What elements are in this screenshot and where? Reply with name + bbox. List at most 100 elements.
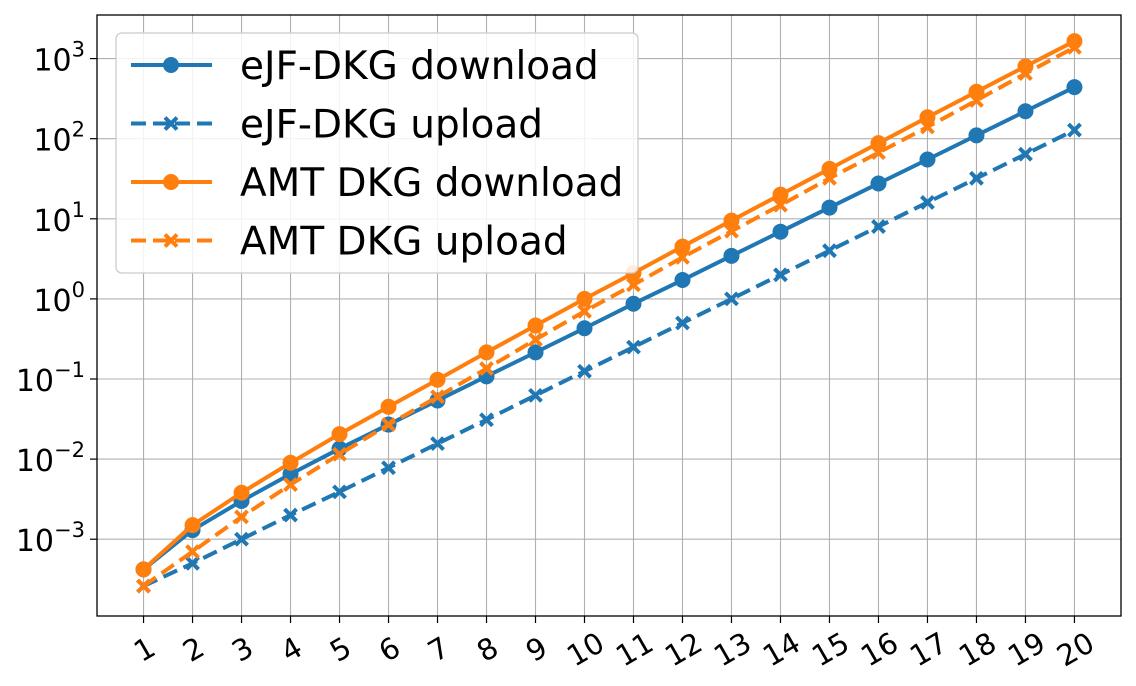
data-point xyxy=(283,477,298,493)
data-point xyxy=(380,398,397,415)
y-tick-label: 10−1 xyxy=(16,358,85,399)
y-tick-base: 10 xyxy=(16,524,54,559)
data-point xyxy=(1017,103,1034,120)
data-point xyxy=(675,315,690,331)
data-point xyxy=(136,578,151,594)
legend-marker xyxy=(163,57,179,73)
data-point xyxy=(184,517,201,534)
legend-item: eJF-DKG upload xyxy=(131,103,543,148)
data-point xyxy=(430,389,445,405)
data-point xyxy=(724,223,739,239)
data-point xyxy=(381,460,396,476)
data-point xyxy=(969,93,984,108)
legend-item: AMT DKG download xyxy=(131,161,623,206)
data-point xyxy=(723,212,740,229)
data-point xyxy=(185,555,200,571)
data-point xyxy=(528,332,543,348)
plot-frame xyxy=(96,14,1122,617)
legend-label: AMT DKG upload xyxy=(240,220,568,265)
data-point xyxy=(920,195,935,210)
y-tick-base: 10 xyxy=(33,284,71,319)
data-point xyxy=(871,219,886,234)
y-tick-base: 10 xyxy=(16,364,54,399)
data-point xyxy=(576,290,593,307)
series-amt-dkg-download xyxy=(135,33,1083,578)
y-tick-label: 10−2 xyxy=(16,438,85,479)
data-point xyxy=(723,247,740,264)
data-point xyxy=(430,436,445,452)
data-point xyxy=(1018,146,1033,162)
data-point xyxy=(821,199,838,216)
series-line xyxy=(142,85,1076,571)
y-tick-base: 10 xyxy=(33,44,71,79)
y-tick-label: 102 xyxy=(33,118,85,159)
legend-label: eJF-DKG upload xyxy=(240,103,543,148)
y-tick-base: 10 xyxy=(33,124,71,159)
data-point xyxy=(920,119,935,135)
data-point xyxy=(870,175,887,192)
y-tick-label: 101 xyxy=(33,198,85,239)
data-point xyxy=(331,426,348,443)
data-point xyxy=(772,223,789,240)
legend-label: AMT DKG download xyxy=(240,161,623,206)
y-tick-exponent: 1 xyxy=(72,198,85,222)
data-point xyxy=(234,509,249,525)
data-point xyxy=(1018,66,1033,81)
data-point xyxy=(675,249,690,265)
data-point xyxy=(1067,39,1082,55)
y-tick-label: 103 xyxy=(33,38,85,79)
legend: eJF-DKG download eJF-DKG upload AMT DKG do… xyxy=(115,32,639,274)
legend-marker xyxy=(163,233,179,248)
data-point xyxy=(773,267,788,283)
y-tick-base: 10 xyxy=(16,444,54,479)
data-point xyxy=(527,317,544,334)
data-point xyxy=(381,417,396,432)
data-point xyxy=(528,387,543,403)
data-point xyxy=(1066,79,1083,96)
data-point xyxy=(1067,122,1082,138)
legend-marker xyxy=(163,116,179,131)
y-tick-exponent: −1 xyxy=(54,358,85,382)
series-ejf-dkg-upload xyxy=(136,122,1082,594)
series-line xyxy=(142,45,1076,588)
data-point xyxy=(674,238,691,255)
data-point xyxy=(919,151,936,168)
y-tick-exponent: −2 xyxy=(54,438,85,462)
data-point xyxy=(185,544,200,560)
data-point xyxy=(969,170,984,186)
data-point xyxy=(576,320,593,337)
y-tick-exponent: 0 xyxy=(72,278,85,302)
data-point xyxy=(822,170,837,186)
data-point xyxy=(332,446,347,462)
data-point xyxy=(527,344,544,361)
data-point xyxy=(724,291,739,307)
data-point xyxy=(479,412,494,428)
y-tick-label: 100 xyxy=(33,278,85,319)
series-line xyxy=(142,128,1076,588)
data-point xyxy=(626,277,641,293)
data-point xyxy=(822,243,837,259)
legend-item: AMT DKG upload xyxy=(131,220,568,265)
legend-marker xyxy=(163,174,179,190)
data-point xyxy=(478,344,495,361)
data-point xyxy=(282,454,299,471)
data-point xyxy=(577,303,592,319)
data-point xyxy=(968,127,985,144)
data-point xyxy=(283,507,298,523)
y-tick-exponent: 3 xyxy=(72,38,85,62)
data-point xyxy=(135,561,152,578)
series-line xyxy=(142,39,1076,571)
series-amt-dkg-upload xyxy=(136,39,1082,594)
y-tick-exponent: 2 xyxy=(72,118,85,142)
series-layer xyxy=(135,33,1083,594)
data-point xyxy=(429,371,446,388)
data-point xyxy=(626,339,641,355)
data-point xyxy=(772,186,789,203)
legend-item: eJF-DKG download xyxy=(131,44,599,89)
data-point xyxy=(773,197,788,213)
y-tick-label: 10−3 xyxy=(16,518,85,559)
data-point xyxy=(234,531,249,547)
y-tick-exponent: −3 xyxy=(54,518,85,542)
data-point xyxy=(233,484,250,501)
data-point xyxy=(625,295,642,312)
